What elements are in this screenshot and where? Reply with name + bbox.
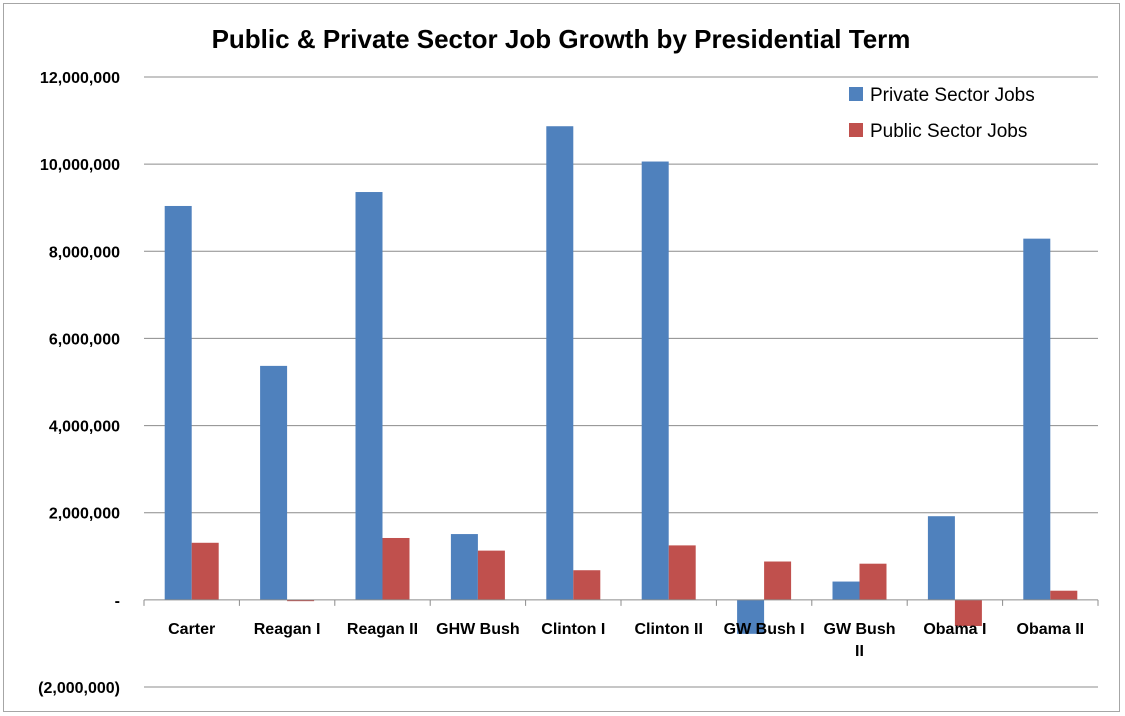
y-tick-label: 6,000,000 <box>49 331 120 348</box>
y-tick-label: 12,000,000 <box>40 70 120 87</box>
x-category-label: Obama I <box>923 621 986 638</box>
private-sector-bar <box>641 161 669 600</box>
x-category-label: Clinton I <box>541 621 605 638</box>
y-tick-label: 8,000,000 <box>49 244 120 261</box>
legend-swatch <box>849 123 863 137</box>
y-tick-label: - <box>115 593 120 610</box>
public-sector-bar <box>477 550 505 600</box>
public-sector-bar <box>1050 590 1078 600</box>
x-axis <box>143 599 1099 606</box>
x-category-label: II <box>855 643 864 660</box>
private-sector-bar <box>355 192 383 600</box>
legend-label: Private Sector Jobs <box>870 85 1035 106</box>
public-sector-bar <box>764 561 792 600</box>
y-tick-label: 4,000,000 <box>49 419 120 436</box>
public-sector-bar <box>859 563 887 600</box>
gridlines <box>144 76 1098 688</box>
legend-swatch <box>849 87 863 101</box>
x-category-label: GW Bush I <box>724 621 805 638</box>
legend: Private Sector Jobs Public Sector Jobs <box>849 85 1035 142</box>
x-category-label: GW Bush <box>824 621 896 638</box>
legend-label: Public Sector Jobs <box>870 121 1027 142</box>
public-sector-bar <box>668 545 696 600</box>
y-tick-label: (2,000,000) <box>38 680 120 697</box>
public-sector-bar <box>573 570 601 600</box>
private-sector-bar <box>927 516 955 600</box>
public-sector-bar <box>287 599 315 602</box>
x-category-label: Obama II <box>1017 621 1085 638</box>
bars <box>164 126 1078 634</box>
private-sector-bar <box>546 126 574 600</box>
x-category-label: Carter <box>168 621 215 638</box>
x-category-label: GHW Bush <box>436 621 520 638</box>
private-sector-bar <box>832 581 860 600</box>
private-sector-bar <box>450 534 478 600</box>
y-tick-label: 2,000,000 <box>49 506 120 523</box>
public-sector-bar <box>954 599 982 626</box>
public-sector-bar <box>382 537 410 600</box>
x-category-label: Reagan II <box>347 621 418 638</box>
private-sector-bar <box>737 599 765 634</box>
y-axis-tick-labels: 12,000,000 10,000,000 8,000,000 6,000,000 4,… <box>38 70 120 697</box>
x-category-label: Clinton II <box>634 621 702 638</box>
private-sector-bar <box>1023 238 1051 600</box>
x-category-label: Reagan I <box>254 621 321 638</box>
private-sector-bar <box>164 205 192 600</box>
public-sector-bar <box>191 542 219 600</box>
private-sector-bar <box>260 365 288 600</box>
chart-title: Public & Private Sector Job Growth by Pr… <box>212 24 911 54</box>
x-axis-category-labels: Carter Reagan I Reagan II GHW Bush Clinton I… <box>168 621 1084 660</box>
y-tick-label: 10,000,000 <box>40 157 120 174</box>
